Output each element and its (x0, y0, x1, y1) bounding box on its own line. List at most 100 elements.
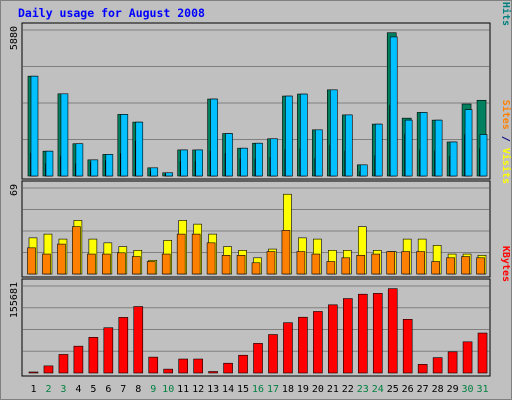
bar-pages-day-9 (150, 167, 159, 177)
day-label-30: 30 (462, 384, 474, 395)
legend-hits: Pages / Files / Hits (500, 0, 512, 26)
bar-sites-day-9 (146, 261, 156, 275)
bar-pages-day-3 (60, 93, 69, 177)
bar-pages-day-8 (135, 121, 144, 177)
day-label-27: 27 (417, 384, 429, 395)
bar-pages-day-5 (90, 159, 99, 177)
bar-sites-day-21 (326, 261, 336, 275)
day-label-8: 8 (135, 384, 141, 395)
day-label-22: 22 (342, 384, 354, 395)
bar-kbytes-day-4 (73, 345, 84, 374)
day-label-13: 13 (207, 384, 219, 395)
bar-kbytes-day-24 (372, 293, 383, 374)
bar-sites-day-13 (206, 242, 216, 275)
bar-sites-day-10 (161, 253, 171, 275)
bar-kbytes-day-14 (223, 362, 233, 374)
day-label-20: 20 (312, 384, 324, 395)
day-label-21: 21 (327, 384, 339, 395)
bar-kbytes-day-13 (208, 371, 218, 374)
legend-part: KBytes (500, 246, 511, 282)
bar-kbytes-day-23 (357, 293, 368, 374)
bar-pages-day-11 (180, 149, 188, 177)
bar-sites-day-29 (446, 257, 455, 275)
bar-pages-day-18 (285, 95, 293, 177)
bar-sites-day-6 (102, 253, 111, 275)
bar-kbytes-day-19 (298, 316, 308, 374)
bar-sites-day-26 (401, 251, 410, 275)
day-label-24: 24 (372, 384, 384, 395)
bar-kbytes-day-8 (133, 306, 144, 374)
legend-kbytes: KBytes (500, 246, 511, 282)
legend-part: / (500, 130, 511, 148)
bar-kbytes-day-11 (178, 358, 188, 374)
day-label-16: 16 (252, 384, 264, 395)
bar-sites-day-25 (386, 251, 396, 275)
bar-kbytes-day-9 (148, 356, 159, 374)
legend-part: Sites (500, 100, 512, 130)
bar-pages-day-19 (300, 93, 308, 177)
day-label-4: 4 (75, 384, 81, 395)
panel-sites: 69 Sites / Visits (9, 100, 512, 278)
max-label-sites: 69 (9, 184, 20, 196)
bar-pages-day-23 (359, 164, 368, 177)
bar-pages-day-31 (479, 134, 488, 177)
day-labels: 1 2 3 4 5 6 7 8 9 10 11 12 13 14 15 16 17 18 19 20 21 22 23 24 2… (30, 384, 488, 395)
bar-kbytes-day-25 (387, 288, 398, 374)
bar-pages-day-21 (330, 89, 338, 177)
day-label-19: 19 (297, 384, 309, 395)
bar-kbytes-day-1 (28, 371, 39, 374)
bar-sites-day-24 (371, 253, 381, 275)
bar-kbytes-day-18 (283, 322, 293, 374)
bar-pages-day-2 (45, 150, 54, 177)
bar-pages-day-14 (225, 133, 233, 177)
day-label-18: 18 (282, 384, 294, 395)
day-label-15: 15 (237, 384, 249, 395)
bar-sites-day-16 (251, 262, 261, 275)
bar-kbytes-day-6 (103, 327, 114, 374)
day-label-10: 10 (162, 384, 174, 395)
bar-pages-day-28 (434, 119, 443, 177)
bar-pages-day-29 (449, 141, 458, 177)
chart-title: Daily usage for August 2008 (18, 6, 205, 20)
bar-sites-day-11 (176, 233, 186, 275)
day-label-31: 31 (477, 384, 489, 395)
bar-kbytes-day-27 (417, 364, 428, 374)
bar-kbytes-day-5 (88, 336, 99, 374)
bar-sites-day-15 (236, 255, 246, 275)
bar-pages-day-22 (345, 114, 353, 177)
bar-sites-day-27 (416, 251, 425, 275)
chart-panels: 5880 Pages / Files / Hits 69 Sites / Visits… (9, 0, 512, 377)
bar-pages-day-6 (105, 154, 114, 177)
bar-sites-day-8 (131, 256, 141, 275)
bar-sites-day-30 (461, 256, 470, 275)
max-label-kbytes: 155681 (9, 282, 20, 318)
day-label-6: 6 (105, 384, 111, 395)
day-label-28: 28 (432, 384, 444, 395)
bar-kbytes-day-15 (238, 354, 248, 374)
bar-sites-day-17 (266, 251, 276, 275)
day-label-11: 11 (177, 384, 189, 395)
bar-kbytes-day-30 (462, 341, 473, 374)
day-label-5: 5 (90, 384, 96, 395)
bar-kbytes-day-3 (58, 354, 69, 374)
bar-sites-day-28 (431, 261, 440, 275)
bar-pages-day-17 (270, 138, 278, 177)
day-label-29: 29 (447, 384, 459, 395)
day-label-23: 23 (357, 384, 369, 395)
bar-sites-day-5 (87, 253, 96, 275)
day-label-12: 12 (192, 384, 204, 395)
max-label-hits: 5880 (9, 26, 20, 50)
bar-kbytes-day-26 (402, 318, 413, 374)
bar-kbytes-day-12 (193, 358, 203, 374)
bar-pages-day-20 (315, 129, 323, 177)
panel-hits: 5880 Pages / Files / Hits (9, 0, 512, 180)
bar-kbytes-day-31 (477, 332, 488, 374)
bar-pages-day-4 (75, 143, 84, 177)
bar-pages-day-7 (120, 114, 129, 177)
bar-sites-day-3 (57, 243, 66, 275)
bar-kbytes-day-20 (313, 311, 323, 374)
bar-kbytes-day-22 (343, 298, 353, 374)
day-label-1: 1 (30, 384, 36, 395)
bar-sites-day-14 (221, 255, 231, 275)
